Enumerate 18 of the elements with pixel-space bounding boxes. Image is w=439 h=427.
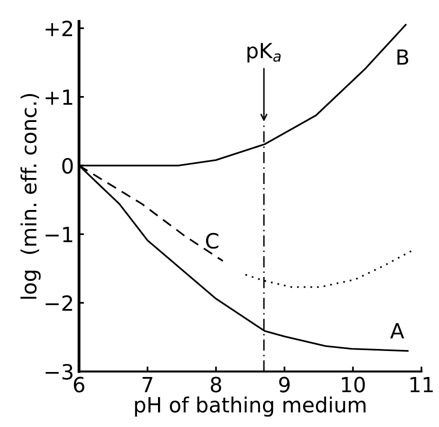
x-tick-label: 10 <box>342 376 365 392</box>
x-tick-label: 11 <box>410 376 433 392</box>
x-axis-title: pH of bathing medium <box>135 396 366 417</box>
y-tick-label: 0 <box>62 158 73 174</box>
x-tick-label: 6 <box>74 376 84 392</box>
y-tick-label: −1 <box>46 226 72 242</box>
series-label: B <box>397 49 408 65</box>
y-tick-label: +1 <box>46 90 72 105</box>
series-label: A <box>390 323 404 338</box>
y-axis-title: log (min. eff. conc.) <box>20 94 41 299</box>
y-tick-label: +2 <box>46 20 72 36</box>
x-tick-label: 8 <box>210 376 222 392</box>
ref-line-label: pK$_{a}$ <box>247 42 281 62</box>
series-label: C <box>206 232 218 249</box>
x-tick-label: 7 <box>142 376 152 392</box>
x-tick-label: 9 <box>279 376 290 392</box>
y-tick-label: −3 <box>46 364 72 380</box>
y-tick-label: −2 <box>46 295 72 311</box>
